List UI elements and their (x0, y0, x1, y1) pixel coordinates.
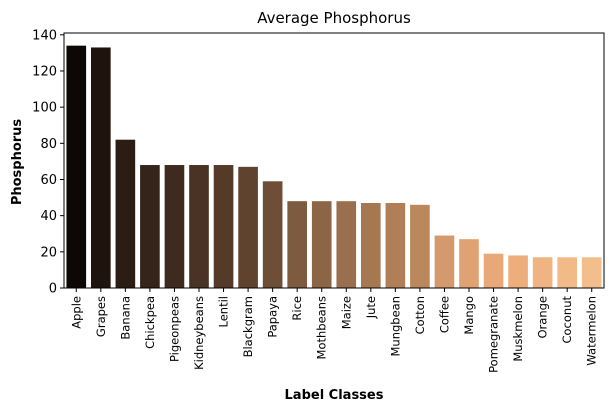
bar-jute (361, 203, 381, 288)
bar-blackgram (238, 166, 258, 288)
x-tick-label: Kidneybeans (192, 296, 206, 370)
bar-mungbean (385, 203, 406, 288)
x-tick-label: Mungbean (388, 296, 402, 357)
bar-lentil (213, 165, 234, 288)
bar-mothbeans (311, 201, 332, 288)
bar-coconut (557, 257, 577, 288)
x-tick-label: Blackgram (241, 296, 255, 357)
x-tick-label: Jute (364, 296, 378, 319)
y-axis: 0 20 40 60 80 100 120 140 (32, 28, 64, 297)
bar-watermelon (581, 257, 602, 288)
x-tick-label: Orange (536, 296, 550, 339)
x-tick-label: Mothbeans (315, 296, 329, 359)
bar-coffee (434, 235, 455, 288)
x-tick-label: Mango (462, 296, 476, 335)
bar-grapes (91, 47, 111, 289)
x-tick-label: Lentil (217, 296, 231, 327)
x-tick-label: Pomegranate (487, 296, 501, 373)
x-tick-label: Apple (69, 296, 83, 329)
x-tick-label: Maize (339, 296, 353, 329)
bar-papaya (262, 181, 283, 288)
x-axis-label: Label Classes (285, 388, 384, 403)
y-axis-label: Phosphorus (10, 119, 25, 206)
x-tick-label: Papaya (266, 296, 280, 338)
bar-kidneybeans (189, 165, 209, 288)
x-tick-label: Chickpea (143, 296, 157, 349)
bar-chickpea (140, 165, 160, 288)
bar-pomegranate (483, 253, 504, 288)
bar-rice (287, 201, 307, 288)
y-tick-label: 60 (40, 173, 57, 188)
y-tick-label: 140 (32, 28, 57, 43)
bar-orange (532, 257, 553, 288)
x-tick-label: Banana (118, 296, 132, 340)
bar-cotton (410, 204, 430, 288)
bar-mango (459, 239, 479, 288)
bar-apple (66, 45, 87, 288)
bar-muskmelon (508, 255, 528, 288)
bar-maize (336, 201, 357, 288)
y-tick-label: 120 (32, 64, 57, 79)
x-axis: Apple Grapes Banana Chickpea Pigeonpeas Kidne… (69, 288, 599, 373)
y-tick-label: 40 (40, 209, 57, 224)
y-tick-label: 80 (40, 137, 57, 152)
bar-banana (115, 139, 136, 288)
x-tick-label: Watermelon (585, 296, 599, 366)
plot-frame (63, 32, 605, 289)
x-tick-label: Pigeonpeas (167, 296, 181, 362)
chart-title: Average Phosphorus (257, 9, 411, 27)
x-tick-label: Cotton (413, 296, 427, 334)
y-tick-label: 100 (32, 101, 57, 116)
x-tick-label: Coconut (560, 296, 574, 344)
x-tick-label: Muskmelon (511, 296, 525, 362)
y-tick-label: 20 (40, 245, 57, 260)
y-tick-label: 0 (49, 282, 57, 297)
x-tick-label: Coffee (437, 296, 451, 333)
x-tick-label: Rice (290, 296, 304, 321)
bar-pigeonpeas (164, 165, 185, 288)
bars-group (66, 45, 602, 289)
x-tick-label: Grapes (94, 296, 108, 337)
